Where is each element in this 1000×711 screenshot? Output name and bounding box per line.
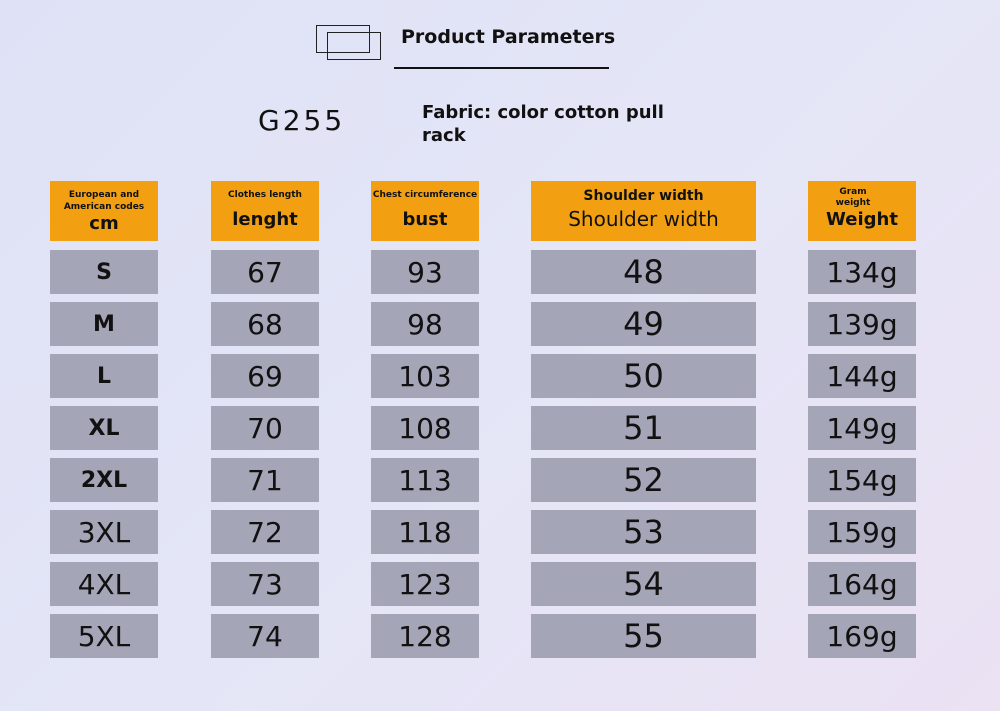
fabric-description: Fabric: color cotton pull rack	[422, 102, 664, 146]
column-header: Shoulder width Shoulder width	[531, 181, 756, 241]
table-cell: 93	[371, 250, 479, 294]
table-cell: 98	[371, 302, 479, 346]
table-cell: 139g	[808, 302, 916, 346]
table-cell: M	[50, 302, 158, 346]
table-cell: 67	[211, 250, 319, 294]
table-cell: 149g	[808, 406, 916, 450]
column-header-sub: European and American codes	[63, 190, 145, 212]
table-cell: 51	[531, 406, 756, 450]
table-cell: 154g	[808, 458, 916, 502]
table-cell: 69	[211, 354, 319, 398]
table-cell: 123	[371, 562, 479, 606]
table-cell: 4XL	[50, 562, 158, 606]
table-cell: 70	[211, 406, 319, 450]
column-header: Chest circumference bust	[371, 181, 479, 241]
table-cell: S	[50, 250, 158, 294]
column-header: Clothes length lenght	[211, 181, 319, 241]
table-cell: 108	[371, 406, 479, 450]
logo-icon-overlay	[327, 32, 381, 60]
column-header-main: Shoulder width	[568, 207, 719, 231]
table-cell: 55	[531, 614, 756, 658]
column-header-main: Weight	[826, 209, 898, 230]
table-cell: 2XL	[50, 458, 158, 502]
column-header-sub: Shoulder width	[583, 188, 704, 204]
table-cell: 144g	[808, 354, 916, 398]
table-cell: 74	[211, 614, 319, 658]
column-header-main: lenght	[232, 209, 298, 230]
column-header: Gram weight Weight	[808, 181, 916, 241]
table-cell: 48	[531, 250, 756, 294]
model-code: G255	[258, 104, 346, 137]
table-cell: 71	[211, 458, 319, 502]
table-cell: 52	[531, 458, 756, 502]
table-cell: 118	[371, 510, 479, 554]
table-cell: 103	[371, 354, 479, 398]
table-cell: 50	[531, 354, 756, 398]
table-cell: 169g	[808, 614, 916, 658]
table-cell: 5XL	[50, 614, 158, 658]
table-cell: 159g	[808, 510, 916, 554]
table-cell: 68	[211, 302, 319, 346]
column-header-main: cm	[89, 213, 119, 234]
table-cell: 54	[531, 562, 756, 606]
column-header-main: bust	[402, 209, 448, 230]
column-header: European and American codes cm	[50, 181, 158, 241]
table-cell: 53	[531, 510, 756, 554]
title-underline	[394, 67, 609, 69]
table-cell: 113	[371, 458, 479, 502]
table-cell: 128	[371, 614, 479, 658]
table-cell: XL	[50, 406, 158, 450]
table-cell: 134g	[808, 250, 916, 294]
page-title: Product Parameters	[401, 26, 616, 48]
table-cell: 3XL	[50, 510, 158, 554]
column-header-sub: Gram weight	[835, 187, 871, 208]
column-header-sub: Chest circumference	[372, 190, 478, 200]
logo-icon	[316, 25, 370, 53]
column-header-sub: Clothes length	[228, 190, 302, 200]
table-cell: 73	[211, 562, 319, 606]
table-cell: 164g	[808, 562, 916, 606]
table-cell: 72	[211, 510, 319, 554]
table-cell: L	[50, 354, 158, 398]
table-cell: 49	[531, 302, 756, 346]
